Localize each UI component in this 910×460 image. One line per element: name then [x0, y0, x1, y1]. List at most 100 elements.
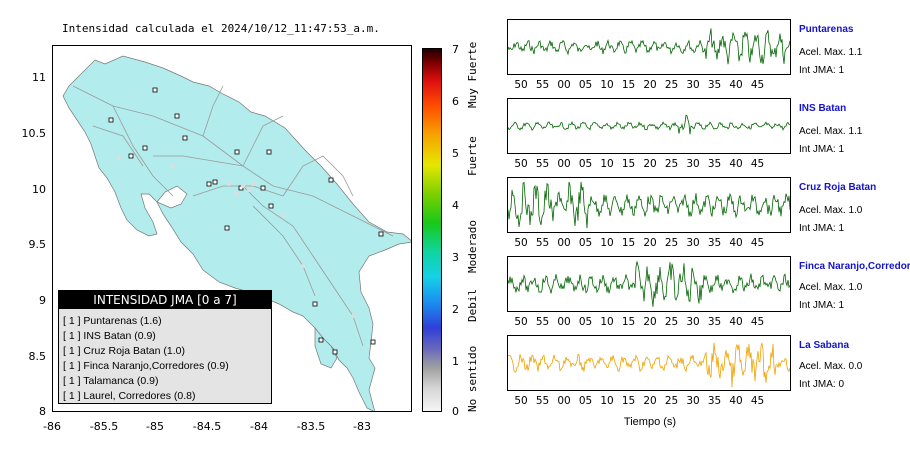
- y-tick-label: 9.5: [28, 238, 47, 251]
- station-intensity: Int JMA: 1: [799, 144, 845, 155]
- time-tick-label: 45: [750, 395, 765, 407]
- station-name: Finca Naranjo,Corredor: [799, 261, 910, 272]
- time-tick-label: 10: [600, 158, 614, 170]
- time-tick-label: 55: [535, 79, 550, 91]
- x-tick-label: -86: [43, 420, 61, 433]
- small-station-dots: [117, 156, 355, 318]
- waveform-trace: [508, 342, 790, 388]
- map-title: Intensidad calculada el 2024/10/12_11:47…: [62, 22, 380, 35]
- time-tick-label: 35: [707, 395, 722, 407]
- waveform-line: [508, 342, 790, 388]
- time-tick-label: 35: [707, 158, 722, 170]
- time-tick-label: 40: [729, 395, 743, 407]
- time-tick-label: 15: [621, 158, 636, 170]
- time-tick-label: 00: [557, 237, 571, 249]
- time-tick-label: 20: [643, 79, 657, 91]
- time-tick-label: 45: [750, 158, 765, 170]
- station-intensity: Int JMA: 1: [799, 300, 845, 311]
- time-tick-label: 00: [557, 395, 571, 407]
- legend-row: [ 1 ] Cruz Roja Batan (1.0): [63, 345, 185, 357]
- time-tick-label: 40: [729, 158, 743, 170]
- time-tick-label: 45: [750, 237, 765, 249]
- costa-rica-map: [62, 55, 411, 411]
- time-tick-label: 20: [643, 395, 657, 407]
- x-tick-label: -84: [250, 420, 268, 433]
- time-tick-label: 20: [643, 158, 657, 170]
- waveform-trace: [508, 261, 790, 307]
- colorbar-tick: 2: [452, 303, 459, 316]
- time-axis-title: Tiempo (s): [623, 416, 677, 428]
- colorbar-tick: 1: [452, 355, 459, 368]
- time-tick-label: 45: [750, 79, 765, 91]
- time-tick-label: 15: [621, 395, 636, 407]
- intensity-colorbar: [422, 48, 442, 412]
- station-accel: Acel. Max. 1.0: [799, 205, 863, 216]
- legend-row: [ 1 ] INS Batan (0.9): [63, 330, 156, 342]
- station-intensity: Int JMA: 1: [799, 65, 845, 76]
- legend-row: [ 1 ] Laurel, Corredores (0.8): [63, 390, 196, 402]
- colorbar-label: Debil: [466, 288, 479, 322]
- station-accel: Acel. Max. 1.1: [799, 126, 863, 137]
- waveform-trace: [508, 28, 790, 65]
- time-tick-label: 25: [664, 237, 679, 249]
- time-tick-label: 00: [557, 79, 571, 91]
- time-tick-label: 05: [578, 158, 593, 170]
- waveform-panel[interactable]: [507, 335, 791, 391]
- time-tick-label: 20: [643, 237, 657, 249]
- time-tick-label: 20: [643, 316, 657, 328]
- time-tick-label: 15: [621, 316, 636, 328]
- time-tick-label: 40: [729, 237, 743, 249]
- time-tick-label: 55: [535, 395, 550, 407]
- station-markers: [108, 87, 384, 355]
- legend-header: INTENSIDAD JMA [0 a 7]: [59, 291, 271, 309]
- colorbar-tick: 0: [452, 405, 459, 418]
- time-tick-label: 25: [664, 79, 679, 91]
- waveform-panel[interactable]: [507, 98, 791, 154]
- waveform-panel[interactable]: [507, 19, 791, 75]
- time-tick-label: 25: [664, 158, 679, 170]
- legend-row: [ 1 ] Finca Naranjo,Corredores (0.9): [63, 360, 229, 372]
- time-tick-label: 55: [535, 237, 550, 249]
- colorbar-tick: 7: [452, 43, 459, 56]
- time-tick-label: 05: [578, 316, 593, 328]
- station-accel: Acel. Max. 1.0: [799, 282, 863, 293]
- waveform-trace: [508, 181, 790, 229]
- time-tick-label: 10: [600, 316, 614, 328]
- waveform-trace: [508, 114, 790, 135]
- time-tick-label: 40: [729, 79, 743, 91]
- time-tick-label: 30: [686, 237, 700, 249]
- time-tick-label: 10: [600, 395, 614, 407]
- colorbar-tick: 3: [452, 251, 459, 264]
- x-tick-label: -85.5: [89, 420, 119, 433]
- station-name: INS Batan: [799, 103, 847, 114]
- y-tick-label: 11: [32, 71, 46, 84]
- station-intensity: Int JMA: 0: [799, 379, 845, 390]
- time-tick-label: 50: [514, 79, 528, 91]
- waveform-line: [508, 114, 790, 135]
- time-tick-label: 55: [535, 158, 550, 170]
- station-accel: Acel. Max. 1.1: [799, 47, 863, 58]
- y-tick-label: 9: [39, 294, 46, 307]
- waveform-panel[interactable]: [507, 256, 791, 312]
- y-tick-label: 8: [39, 405, 46, 418]
- y-tick-label: 10: [32, 183, 46, 196]
- time-tick-label: 05: [578, 79, 593, 91]
- waveform-line: [508, 261, 790, 307]
- station-name: Cruz Roja Batan: [799, 182, 877, 193]
- colorbar-tick: 5: [452, 147, 459, 160]
- time-tick-label: 15: [621, 79, 636, 91]
- legend-row: [ 1 ] Puntarenas (1.6): [63, 315, 162, 327]
- x-tick-label: -83.5: [296, 420, 326, 433]
- time-tick-label: 15: [621, 237, 636, 249]
- costa-rica-land: [62, 55, 411, 411]
- waveform-panel[interactable]: [507, 177, 791, 233]
- waveform-line: [508, 181, 790, 229]
- time-tick-label: 10: [600, 79, 614, 91]
- time-tick-label: 30: [686, 316, 700, 328]
- colorbar-label: Fuerte: [466, 136, 479, 176]
- time-tick-label: 35: [707, 79, 722, 91]
- y-tick-label: 10.5: [21, 127, 47, 140]
- time-tick-label: 30: [686, 158, 700, 170]
- time-tick-label: 50: [514, 395, 528, 407]
- time-tick-label: 50: [514, 237, 528, 249]
